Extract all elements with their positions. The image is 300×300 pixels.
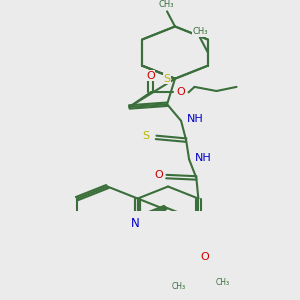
Text: O: O — [154, 170, 163, 180]
Text: CH₃: CH₃ — [192, 28, 208, 37]
Text: CH₃: CH₃ — [158, 0, 174, 9]
Text: S: S — [142, 131, 150, 141]
Text: CH₃: CH₃ — [172, 282, 186, 291]
Text: O: O — [176, 87, 185, 98]
Text: S: S — [164, 74, 171, 84]
Text: CH₃: CH₃ — [216, 278, 230, 287]
Text: N: N — [131, 218, 140, 230]
Text: NH: NH — [195, 153, 212, 163]
Text: NH: NH — [187, 114, 203, 124]
Text: O: O — [201, 252, 209, 262]
Text: O: O — [146, 71, 155, 81]
